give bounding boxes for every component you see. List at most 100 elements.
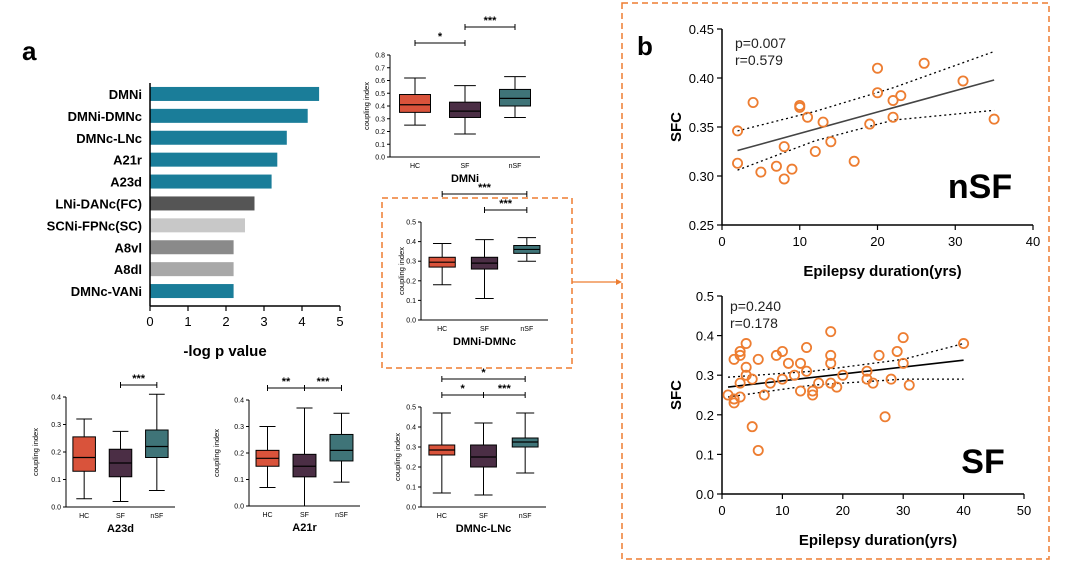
scatter-point: [809, 145, 821, 157]
sig-label: *: [438, 31, 443, 43]
box-y-tick-label: 0.0: [375, 155, 385, 162]
bar: [150, 86, 320, 101]
box-y-tick-label: 0.3: [406, 259, 416, 266]
scatter-point: [864, 118, 876, 130]
scatter-y-tick-label: 0.1: [696, 447, 714, 462]
sig-label: ***: [478, 182, 492, 194]
box-y-axis-label: coupling index: [362, 82, 371, 130]
box-body: [292, 453, 317, 478]
box-y-tick-label: 0.0: [406, 505, 416, 512]
scatter-y-tick-label: 0.2: [696, 408, 714, 423]
box-group-label: HC: [437, 326, 447, 333]
scatter-point: [786, 163, 798, 175]
scatter-point: [837, 369, 849, 381]
scatter-point: [813, 377, 825, 389]
scatter-y-tick-label: 0.40: [689, 71, 714, 86]
scatter-y-tick-label: 0.3: [696, 368, 714, 383]
box-plot-dmnc-lnc: 0.0 0.1 0.2 0.3 0.4 0.5 coupling index HC SF nSF D…: [393, 367, 546, 535]
confidence-band-lower: [737, 109, 995, 171]
scatter-point: [752, 353, 764, 365]
bar-category-label: DMNi-DMNc: [68, 109, 142, 124]
scatter-point: [872, 87, 884, 99]
regression-line: [737, 79, 995, 152]
scatter-point: [958, 338, 970, 350]
box-group-label: HC: [437, 513, 447, 520]
scatter-point: [807, 385, 819, 397]
scatter-x-tick-label: 0: [718, 503, 725, 518]
scatter-point: [861, 365, 873, 377]
scatter-point: [732, 125, 744, 137]
scatter-x-tick-label: 50: [1017, 503, 1031, 518]
box-y-tick-label: 0.6: [375, 78, 385, 85]
scatter-point: [795, 385, 807, 397]
sig-label: ***: [132, 373, 146, 385]
bar: [150, 174, 272, 189]
bar-category-label: A8dl: [114, 262, 142, 277]
scatter-point: [734, 345, 746, 357]
bar-category-label: DMNi: [109, 87, 142, 102]
scatter-x-tick-label: 20: [836, 503, 850, 518]
scatter-point: [732, 157, 744, 169]
box-group-label: SF: [480, 326, 489, 333]
connector-arrowhead: [616, 279, 622, 285]
panel-label-a: a: [22, 36, 37, 66]
box-group-label: SF: [300, 512, 309, 519]
scatter-x-tick-label: 0: [718, 234, 725, 249]
box-y-tick-label: 0.2: [406, 278, 416, 285]
box-y-tick-label: 0.1: [51, 477, 61, 484]
box-y-tick-label: 0.2: [406, 465, 416, 472]
box-group-label: nSF: [519, 513, 532, 520]
bar: [150, 218, 245, 233]
bar: [150, 108, 308, 123]
group-label: nSF: [948, 168, 1012, 206]
box-group-label: SF: [116, 513, 125, 520]
scatter-x-tick-label: 30: [896, 503, 910, 518]
scatter-x-tick-label: 10: [793, 234, 807, 249]
box-y-axis-label: coupling index: [31, 428, 40, 476]
bar-chart: DMNi DMNi-DMNc DMNc-LNc A21r A23d LNi-DANc(FC…: [47, 83, 344, 360]
scatter-point: [746, 421, 758, 433]
box-body: [72, 436, 96, 472]
scatter-point: [848, 155, 860, 167]
scatter-point: [782, 357, 794, 369]
box-group-label: HC: [262, 512, 272, 519]
sig-label: *: [481, 367, 486, 379]
bar: [150, 240, 234, 255]
confidence-band-upper: [737, 50, 995, 132]
box-body: [499, 88, 531, 107]
scatter-point: [747, 97, 759, 109]
bar: [150, 262, 234, 277]
scatter-point: [755, 166, 767, 178]
box-y-tick-label: 0.5: [375, 91, 385, 98]
box-body: [145, 429, 169, 458]
box-y-tick-label: 0.2: [51, 450, 61, 457]
box-plot-a21r: 0.0 0.1 0.2 0.3 0.4 coupling index HC SF nSF A21r…: [212, 376, 360, 534]
scatter-x-tick-label: 10: [775, 503, 789, 518]
box-y-tick-label: 0.0: [234, 504, 244, 511]
bar-x-tick-label: 3: [260, 314, 267, 329]
box-y-tick-label: 0.4: [406, 425, 416, 432]
box-y-tick-label: 0.8: [375, 53, 385, 60]
box-group-label: SF: [479, 513, 488, 520]
scatter-point: [897, 332, 909, 344]
bar: [150, 130, 287, 145]
panel-b-frame: [621, 2, 1050, 560]
confidence-band-upper: [727, 342, 964, 378]
box-y-tick-label: 0.1: [234, 477, 244, 484]
bar-category-label: DMNc-LNc: [76, 131, 142, 146]
scatter-point: [728, 397, 740, 409]
box-body: [470, 444, 497, 468]
scatter-point: [740, 361, 752, 373]
scatter-point: [885, 373, 897, 385]
box-y-tick-label: 0.2: [375, 129, 385, 136]
box-y-tick-label: 0.4: [406, 239, 416, 246]
scatter-point: [801, 365, 813, 377]
scatter-point: [825, 326, 837, 338]
bar-x-tick-label: 2: [222, 314, 229, 329]
box-plot-dmni-dmnc: 0.0 0.1 0.2 0.3 0.4 0.5 coupling index HC SF nSF D…: [397, 182, 548, 348]
box-y-tick-label: 0.3: [234, 424, 244, 431]
box-y-tick-label: 0.7: [375, 65, 385, 72]
scatter-x-tick-label: 20: [870, 234, 884, 249]
scatter-nsf: 0 10 20 30 40 0.25 0.30 0.35 0.40 0.45 Epilepsy du…: [668, 22, 1040, 280]
